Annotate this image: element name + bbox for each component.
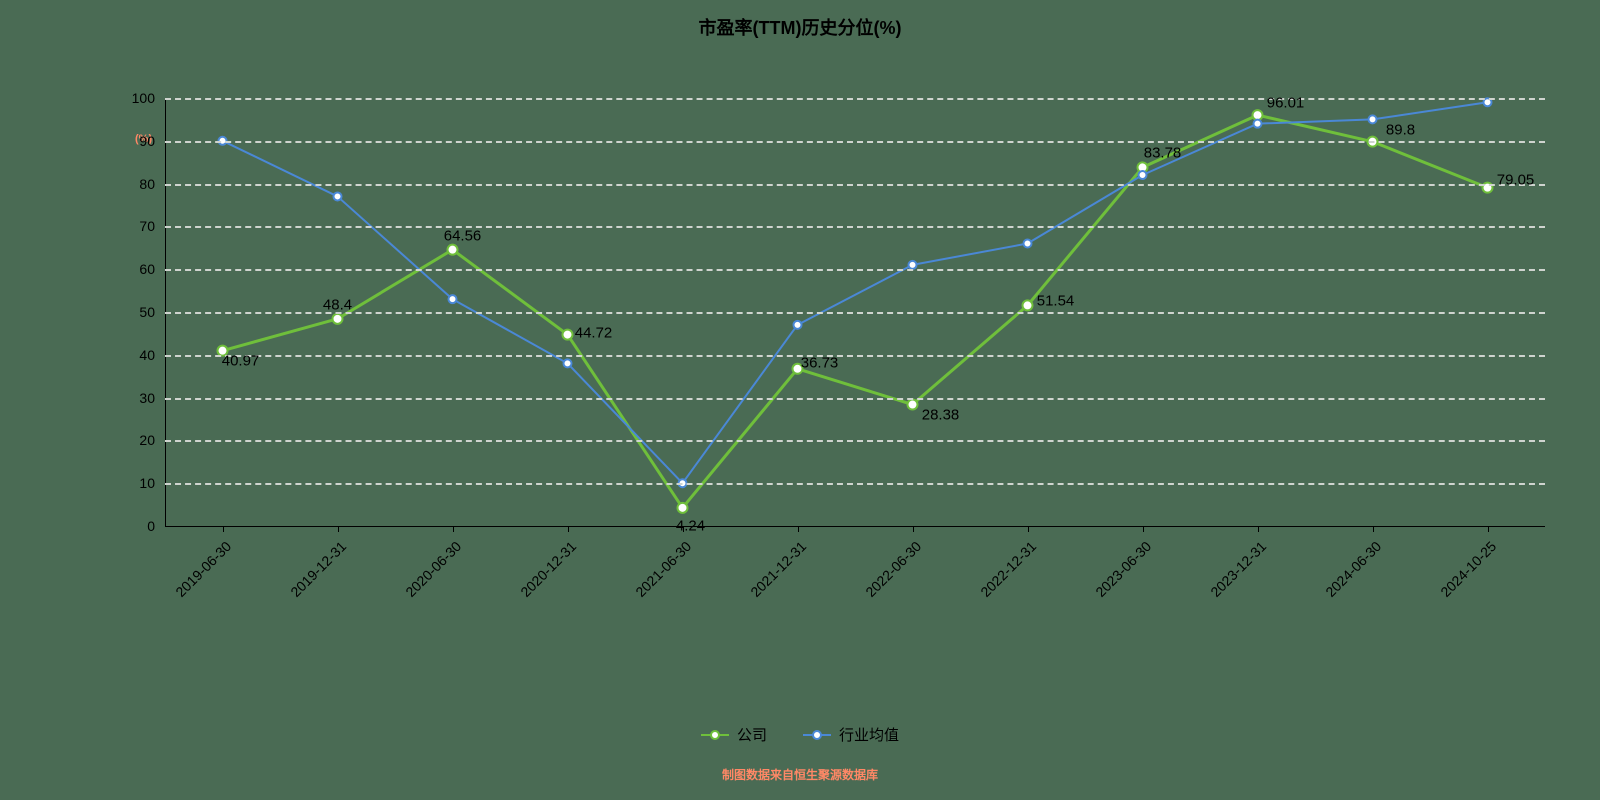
series-marker <box>563 330 573 340</box>
legend-item[interactable]: 公司 <box>701 724 767 745</box>
x-tick-mark <box>1028 526 1029 532</box>
series-marker <box>1024 240 1032 248</box>
legend-label: 行业均值 <box>839 724 899 745</box>
data-label: 4.24 <box>676 517 705 534</box>
legend: 公司 行业均值 <box>0 724 1600 745</box>
x-tick-label: 2024-10-25 <box>1437 538 1499 600</box>
series-marker <box>1369 115 1377 123</box>
data-label: 96.01 <box>1267 95 1305 112</box>
x-tick-mark <box>338 526 339 532</box>
x-tick-mark <box>453 526 454 532</box>
series-marker <box>333 314 343 324</box>
legend-swatch <box>803 728 831 742</box>
y-tick-label: 40 <box>139 347 155 363</box>
x-axis-line <box>165 526 1545 527</box>
x-tick-label: 2021-12-31 <box>747 538 809 600</box>
x-tick-mark <box>568 526 569 532</box>
grid-line <box>165 483 1545 485</box>
legend-swatch <box>701 728 729 742</box>
x-tick-label: 2021-06-30 <box>632 538 694 600</box>
series-marker <box>909 261 917 269</box>
x-tick-label: 2023-06-30 <box>1092 538 1154 600</box>
y-tick-label: 90 <box>139 133 155 149</box>
x-tick-label: 2022-06-30 <box>862 538 924 600</box>
data-label: 79.05 <box>1497 171 1535 188</box>
x-tick-mark <box>223 526 224 532</box>
series-marker <box>908 400 918 410</box>
grid-line <box>165 141 1545 143</box>
grid-line <box>165 355 1545 357</box>
x-tick-mark <box>1488 526 1489 532</box>
x-tick-mark <box>1373 526 1374 532</box>
data-label: 64.56 <box>444 227 482 244</box>
y-tick-label: 0 <box>147 518 155 534</box>
series-marker <box>449 295 457 303</box>
plot-area: 01020304050607080901002019-06-302019-12-… <box>165 98 1545 526</box>
series-marker <box>1253 110 1263 120</box>
x-tick-label: 2020-06-30 <box>402 538 464 600</box>
x-tick-mark <box>1143 526 1144 532</box>
y-tick-label: 70 <box>139 218 155 234</box>
series-marker <box>564 359 572 367</box>
series-marker <box>1254 120 1262 128</box>
series-marker <box>1139 171 1147 179</box>
legend-label: 公司 <box>737 724 767 745</box>
grid-line <box>165 398 1545 400</box>
data-label: 89.8 <box>1386 121 1415 138</box>
x-tick-mark <box>1258 526 1259 532</box>
x-tick-label: 2023-12-31 <box>1207 538 1269 600</box>
footer-note: 制图数据来自恒生聚源数据库 <box>0 766 1600 783</box>
legend-item[interactable]: 行业均值 <box>803 724 899 745</box>
y-tick-label: 10 <box>139 475 155 491</box>
series-marker <box>448 245 458 255</box>
y-tick-label: 80 <box>139 176 155 192</box>
data-label: 48.4 <box>323 296 352 313</box>
series-marker <box>794 321 802 329</box>
series-line <box>223 102 1488 483</box>
x-tick-mark <box>913 526 914 532</box>
grid-line <box>165 184 1545 186</box>
chart-container: 市盈率(TTM)历史分位(%) (%) 01020304050607080901… <box>0 0 1600 800</box>
x-tick-mark <box>798 526 799 532</box>
grid-line <box>165 440 1545 442</box>
x-tick-label: 2024-06-30 <box>1322 538 1384 600</box>
data-label: 83.78 <box>1144 145 1182 162</box>
x-tick-label: 2019-06-30 <box>172 538 234 600</box>
y-tick-label: 20 <box>139 432 155 448</box>
data-label: 36.73 <box>801 354 839 371</box>
data-label: 28.38 <box>922 406 960 423</box>
series-marker <box>1023 300 1033 310</box>
y-tick-label: 60 <box>139 261 155 277</box>
grid-line <box>165 98 1545 100</box>
y-tick-label: 30 <box>139 390 155 406</box>
chart-title: 市盈率(TTM)历史分位(%) <box>0 14 1600 40</box>
y-tick-label: 100 <box>132 90 155 106</box>
grid-line <box>165 226 1545 228</box>
data-label: 51.54 <box>1037 293 1075 310</box>
series-marker <box>334 192 342 200</box>
grid-line <box>165 269 1545 271</box>
series-marker <box>678 503 688 513</box>
data-label: 40.97 <box>222 352 260 369</box>
grid-line <box>165 312 1545 314</box>
x-tick-label: 2020-12-31 <box>517 538 579 600</box>
x-tick-label: 2019-12-31 <box>287 538 349 600</box>
x-tick-label: 2022-12-31 <box>977 538 1039 600</box>
data-label: 44.72 <box>575 324 613 341</box>
y-tick-label: 50 <box>139 304 155 320</box>
